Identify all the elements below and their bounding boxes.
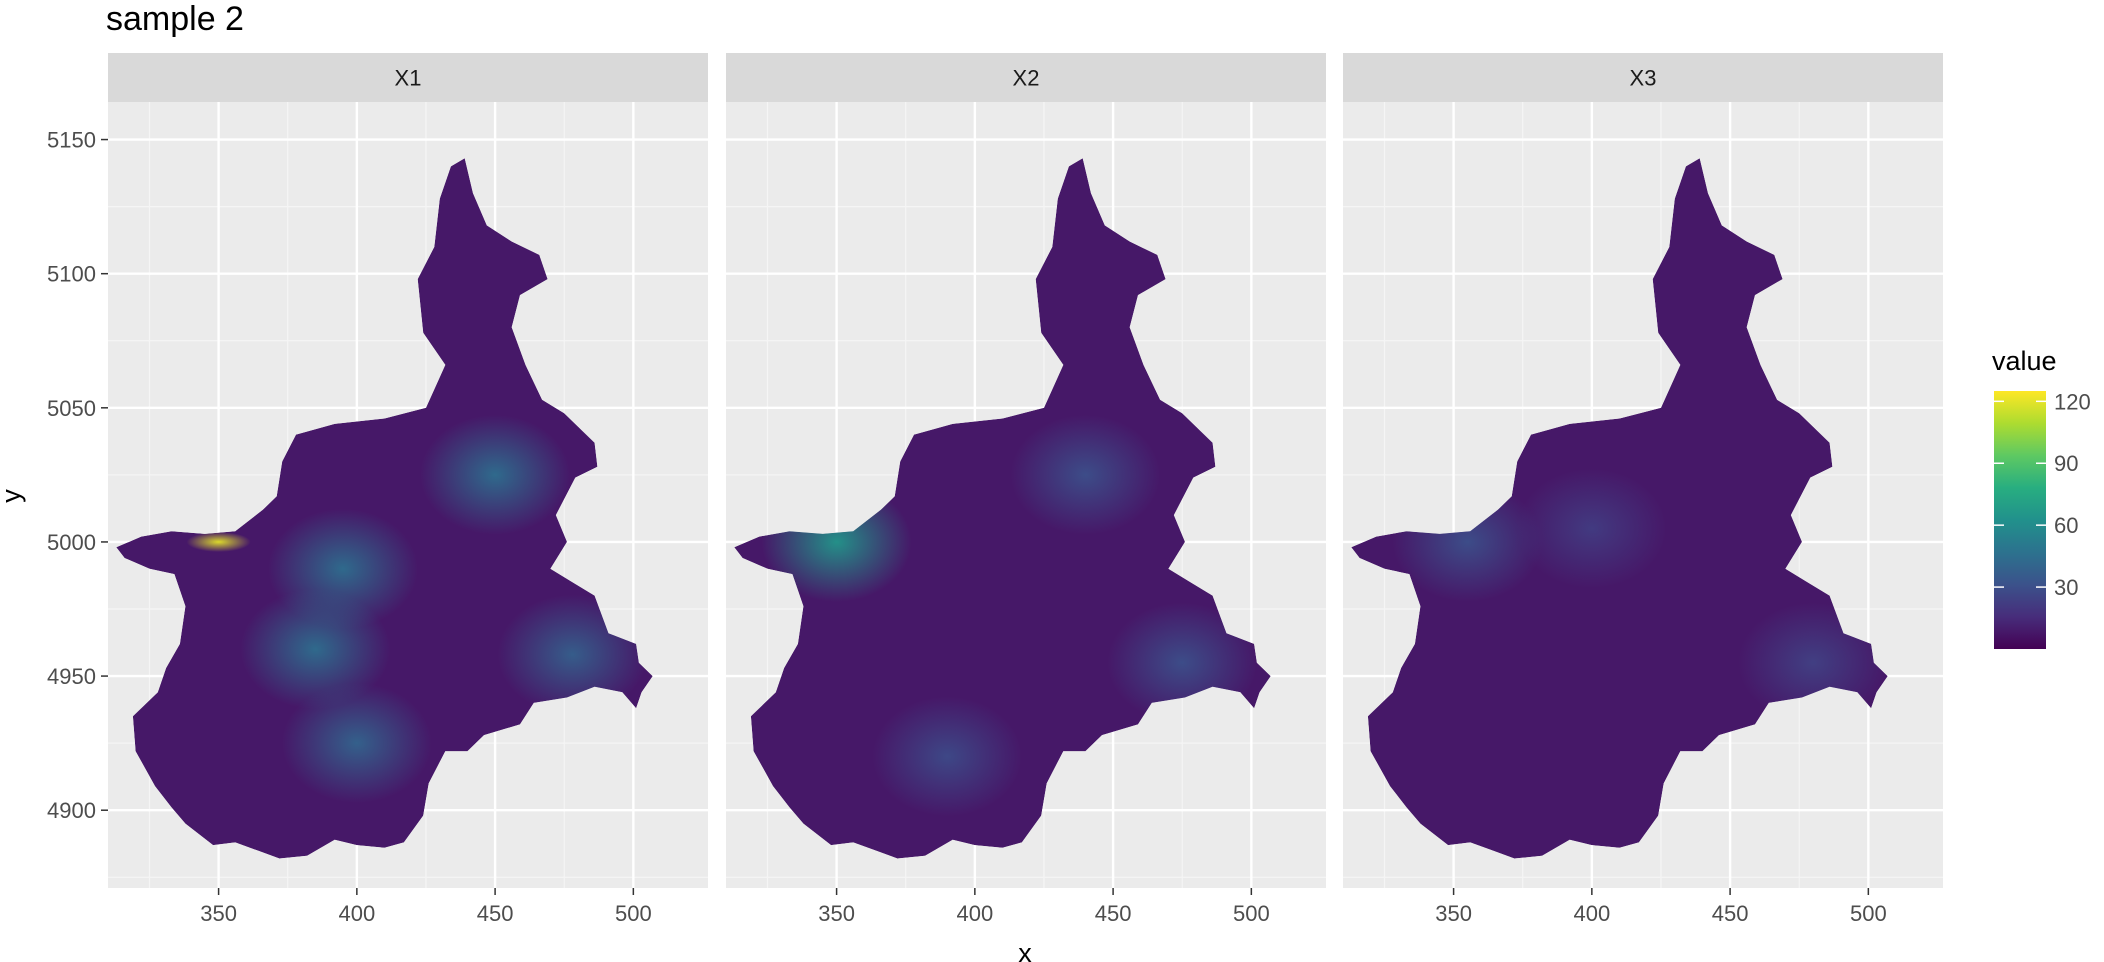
x-tick-label: 500	[1850, 901, 1887, 926]
facet-strip-label: X2	[1013, 66, 1040, 91]
y-tick-label: 5100	[47, 262, 96, 287]
heatmap-hotspot	[420, 414, 571, 535]
legend-tick-label: 120	[2054, 389, 2091, 414]
facet-strip	[108, 53, 708, 102]
legend-title: value	[1992, 346, 2057, 376]
facet-panels: X1 350 400 450 500 X2 350 400 450 500 X3 350 400 450 5…	[108, 53, 1943, 926]
legend: value 30 60 90 120	[1992, 346, 2091, 649]
x-tick-label: 350	[200, 901, 237, 926]
y-tick-label: 4950	[47, 664, 96, 689]
x-tick-label: 450	[1095, 901, 1132, 926]
x-tick-label: 400	[956, 901, 993, 926]
heatmap-hotspot	[240, 589, 391, 710]
legend-tick-label: 60	[2054, 513, 2078, 538]
facet-panel-x1: X1 350 400 450 500	[108, 53, 708, 926]
legend-ticks: 30 60 90 120	[1994, 389, 2091, 600]
heatmap-hotspot	[1010, 414, 1161, 535]
chart-title: sample 2	[106, 0, 244, 38]
heatmap-hotspot	[872, 696, 1023, 817]
x-tick-label: 400	[1573, 901, 1610, 926]
x-tick-label: 350	[1435, 901, 1472, 926]
y-tick-label: 4900	[47, 798, 96, 823]
y-axis-title: y	[0, 489, 26, 503]
heatmap-region	[116, 158, 653, 859]
x-tick-label: 450	[477, 901, 514, 926]
facet-strip	[726, 53, 1326, 102]
heatmap-hotspot	[281, 683, 432, 804]
x-axis-title: x	[1018, 938, 1032, 962]
x-tick-label: 500	[1233, 901, 1270, 926]
x-tick-label: 450	[1712, 901, 1749, 926]
facet-strip	[1343, 53, 1943, 102]
y-tick-label: 5150	[47, 128, 96, 153]
facet-strip-label: X3	[1630, 66, 1657, 91]
y-tick-label: 5000	[47, 530, 96, 555]
legend-tick-label: 90	[2054, 451, 2078, 476]
facet-strip-label: X1	[395, 66, 422, 91]
facet-panel-x2: X2 350 400 450 500	[726, 53, 1326, 926]
y-axis: 4900 4950 5000 5050 5100 5150	[47, 128, 108, 823]
x-tick-label: 400	[338, 901, 375, 926]
facet-panel-x3: X3 350 400 450 500	[1343, 53, 1943, 926]
legend-tick-label: 30	[2054, 575, 2078, 600]
x-tick-label: 350	[818, 901, 855, 926]
y-tick-label: 5050	[47, 396, 96, 421]
x-tick-label: 500	[615, 901, 652, 926]
legend-colorbar	[1994, 391, 2046, 649]
heatmap-region	[734, 158, 1271, 859]
heatmap-hotspot	[1516, 468, 1667, 589]
heatmap-hotspot	[186, 531, 251, 552]
